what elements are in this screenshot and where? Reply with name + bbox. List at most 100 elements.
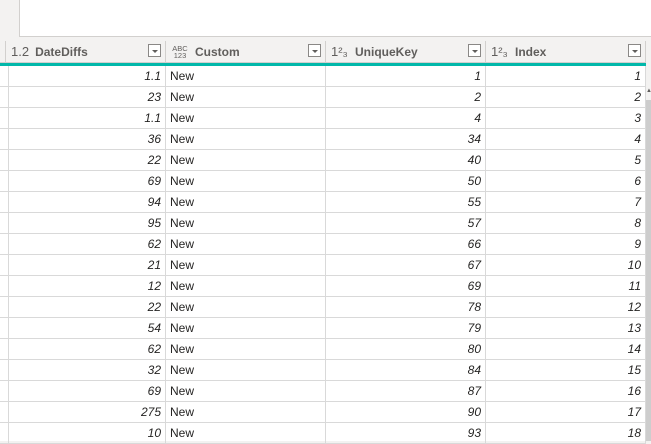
datediffs-cell[interactable]: 1.1	[6, 108, 166, 128]
datediffs-cell[interactable]: 69	[6, 381, 166, 401]
uniquekey-cell[interactable]: 34	[326, 129, 486, 149]
custom-cell[interactable]: New	[166, 423, 326, 443]
custom-cell[interactable]: New	[166, 234, 326, 254]
index-cell[interactable]: 8	[486, 213, 646, 233]
row-cell-previous[interactable]	[0, 150, 9, 170]
uniquekey-cell[interactable]: 79	[326, 318, 486, 338]
uniquekey-cell[interactable]: 40	[326, 150, 486, 170]
custom-cell[interactable]: New	[166, 192, 326, 212]
datediffs-cell[interactable]: 36	[6, 129, 166, 149]
column-header-datediffs[interactable]: 1.2 DateDiffs	[6, 41, 166, 62]
whole-number-type-icon[interactable]: 1²₃	[491, 44, 508, 59]
custom-cell[interactable]: New	[166, 255, 326, 275]
whole-number-type-icon[interactable]: 1²₃	[331, 44, 348, 59]
custom-cell[interactable]: New	[166, 360, 326, 380]
custom-cell[interactable]: New	[166, 66, 326, 86]
index-cell[interactable]: 9	[486, 234, 646, 254]
scroll-up-arrow-icon[interactable]: ▲	[646, 88, 651, 94]
index-cell[interactable]: 13	[486, 318, 646, 338]
column-header-index[interactable]: 1²₃ Index	[486, 41, 646, 62]
uniquekey-cell[interactable]: 55	[326, 192, 486, 212]
custom-cell[interactable]: New	[166, 171, 326, 191]
index-cell[interactable]: 4	[486, 129, 646, 149]
uniquekey-cell[interactable]: 50	[326, 171, 486, 191]
row-cell-previous[interactable]	[0, 360, 9, 380]
uniquekey-cell[interactable]: 87	[326, 381, 486, 401]
datediffs-cell[interactable]: 94	[6, 192, 166, 212]
index-cell[interactable]: 1	[486, 66, 646, 86]
row-cell-previous[interactable]	[0, 171, 9, 191]
custom-cell[interactable]: New	[166, 129, 326, 149]
filter-dropdown-icon[interactable]	[628, 44, 641, 57]
datediffs-cell[interactable]: 275	[6, 402, 166, 422]
uniquekey-cell[interactable]: 93	[326, 423, 486, 443]
index-cell[interactable]: 7	[486, 192, 646, 212]
custom-cell[interactable]: New	[166, 108, 326, 128]
datediffs-cell[interactable]: 32	[6, 360, 166, 380]
vertical-scrollbar[interactable]: ▲	[646, 66, 651, 441]
uniquekey-cell[interactable]: 66	[326, 234, 486, 254]
custom-cell[interactable]: New	[166, 381, 326, 401]
datediffs-cell[interactable]: 62	[6, 339, 166, 359]
custom-cell[interactable]: New	[166, 297, 326, 317]
index-cell[interactable]: 16	[486, 381, 646, 401]
row-cell-previous[interactable]	[0, 108, 9, 128]
custom-cell[interactable]: New	[166, 402, 326, 422]
row-cell-previous[interactable]	[0, 129, 9, 149]
formula-bar[interactable]	[19, 0, 651, 37]
uniquekey-cell[interactable]: 90	[326, 402, 486, 422]
row-cell-previous[interactable]	[0, 318, 9, 338]
custom-cell[interactable]: New	[166, 276, 326, 296]
datediffs-cell[interactable]: 21	[6, 255, 166, 275]
custom-cell[interactable]: New	[166, 339, 326, 359]
uniquekey-cell[interactable]: 4	[326, 108, 486, 128]
index-cell[interactable]: 12	[486, 297, 646, 317]
uniquekey-cell[interactable]: 2	[326, 87, 486, 107]
datediffs-cell[interactable]: 22	[6, 150, 166, 170]
decimal-type-icon[interactable]: 1.2	[11, 44, 30, 59]
index-cell[interactable]: 2	[486, 87, 646, 107]
index-cell[interactable]: 15	[486, 360, 646, 380]
index-cell[interactable]: 3	[486, 108, 646, 128]
datediffs-cell[interactable]: 10	[6, 423, 166, 443]
column-header-previous[interactable]	[0, 41, 6, 62]
uniquekey-cell[interactable]: 67	[326, 255, 486, 275]
custom-cell[interactable]: New	[166, 87, 326, 107]
row-cell-previous[interactable]	[0, 381, 9, 401]
any-type-icon[interactable]: ABC 123	[172, 43, 188, 60]
row-cell-previous[interactable]	[0, 339, 9, 359]
index-cell[interactable]: 6	[486, 171, 646, 191]
row-cell-previous[interactable]	[0, 192, 9, 212]
uniquekey-cell[interactable]: 84	[326, 360, 486, 380]
filter-dropdown-icon[interactable]	[148, 44, 161, 57]
row-cell-previous[interactable]	[0, 423, 9, 443]
index-cell[interactable]: 10	[486, 255, 646, 275]
row-cell-previous[interactable]	[0, 402, 9, 422]
filter-dropdown-icon[interactable]	[308, 44, 321, 57]
row-cell-previous[interactable]	[0, 297, 9, 317]
index-cell[interactable]: 5	[486, 150, 646, 170]
index-cell[interactable]: 11	[486, 276, 646, 296]
datediffs-cell[interactable]: 23	[6, 87, 166, 107]
custom-cell[interactable]: New	[166, 150, 326, 170]
row-cell-previous[interactable]	[0, 66, 9, 86]
datediffs-cell[interactable]: 54	[6, 318, 166, 338]
index-cell[interactable]: 18	[486, 423, 646, 443]
index-cell[interactable]: 14	[486, 339, 646, 359]
custom-cell[interactable]: New	[166, 213, 326, 233]
datediffs-cell[interactable]: 95	[6, 213, 166, 233]
row-cell-previous[interactable]	[0, 255, 9, 275]
uniquekey-cell[interactable]: 78	[326, 297, 486, 317]
datediffs-cell[interactable]: 22	[6, 297, 166, 317]
column-header-uniquekey[interactable]: 1²₃ UniqueKey	[326, 41, 486, 62]
row-cell-previous[interactable]	[0, 276, 9, 296]
uniquekey-cell[interactable]: 57	[326, 213, 486, 233]
row-cell-previous[interactable]	[0, 213, 9, 233]
uniquekey-cell[interactable]: 69	[326, 276, 486, 296]
uniquekey-cell[interactable]: 1	[326, 66, 486, 86]
uniquekey-cell[interactable]: 80	[326, 339, 486, 359]
filter-dropdown-icon[interactable]	[468, 44, 481, 57]
datediffs-cell[interactable]: 69	[6, 171, 166, 191]
datediffs-cell[interactable]: 62	[6, 234, 166, 254]
datediffs-cell[interactable]: 12	[6, 276, 166, 296]
